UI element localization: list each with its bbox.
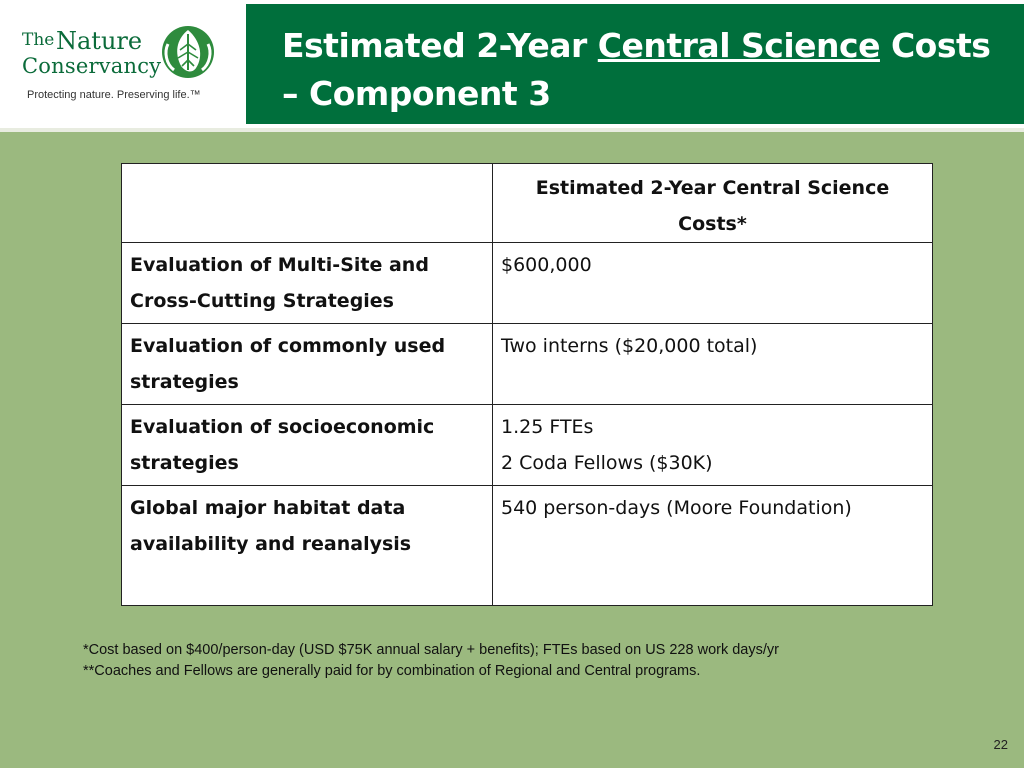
leaf-globe-icon — [162, 26, 214, 78]
table-row: Evaluation of socioeconomic strategies 1… — [121, 404, 933, 486]
slide-title: Estimated 2-Year Central Science Costs –… — [282, 22, 1002, 118]
header: The Nature Conservancy Protecting nature… — [0, 0, 1024, 128]
header-divider — [0, 128, 1024, 132]
footnotes: *Cost based on $400/person-day (USD $75K… — [83, 640, 983, 682]
table-row: Evaluation of Multi-Site and Cross-Cutti… — [121, 242, 933, 324]
title-part-1: Estimated 2-Year — [282, 26, 598, 65]
row-value: $600,000 — [492, 242, 933, 324]
logo-conservancy: Conservancy — [22, 54, 162, 78]
cost-table: Estimated 2-Year Central Science Costs* … — [121, 163, 933, 606]
footnote: *Cost based on $400/person-day (USD $75K… — [83, 642, 779, 658]
row-label: Evaluation of socioeconomic strategies — [121, 404, 493, 486]
logo: The Nature Conservancy Protecting nature… — [0, 0, 238, 124]
footnote: **Coaches and Fellows are generally paid… — [83, 663, 701, 679]
table-row: Global major habitat data availability a… — [121, 485, 933, 606]
row-value: 1.25 FTEs 2 Coda Fellows ($30K) — [492, 404, 933, 486]
row-label: Evaluation of Multi-Site and Cross-Cutti… — [121, 242, 493, 324]
row-value-line: Two interns ($20,000 total) — [501, 335, 758, 357]
title-underlined: Central Science — [597, 26, 881, 65]
page-number: 22 — [993, 737, 1008, 752]
table-header-cell: Estimated 2-Year Central Science Costs* — [492, 163, 933, 243]
row-label: Evaluation of commonly used strategies — [121, 323, 493, 405]
title-part-2: Costs – Component 3 — [282, 26, 991, 113]
row-value-line: 540 person-days (Moore Foundation) — [501, 497, 852, 519]
row-value-line: $600,000 — [501, 254, 592, 276]
table-header-row: Estimated 2-Year Central Science Costs* — [121, 163, 933, 243]
logo-nature: Nature — [56, 27, 143, 55]
row-label: Global major habitat data availability a… — [121, 485, 493, 606]
title-bar: Estimated 2-Year Central Science Costs –… — [246, 4, 1024, 124]
logo-tagline: Protecting nature. Preserving life.™ — [27, 89, 201, 101]
logo-the: The — [22, 30, 55, 50]
row-value-line: 2 Coda Fellows ($30K) — [501, 452, 713, 474]
table-header-cell-empty — [121, 163, 493, 243]
row-value-line: 1.25 FTEs — [501, 416, 594, 438]
table-row: Evaluation of commonly used strategies T… — [121, 323, 933, 405]
row-value: Two interns ($20,000 total) — [492, 323, 933, 405]
row-value: 540 person-days (Moore Foundation) — [492, 485, 933, 606]
